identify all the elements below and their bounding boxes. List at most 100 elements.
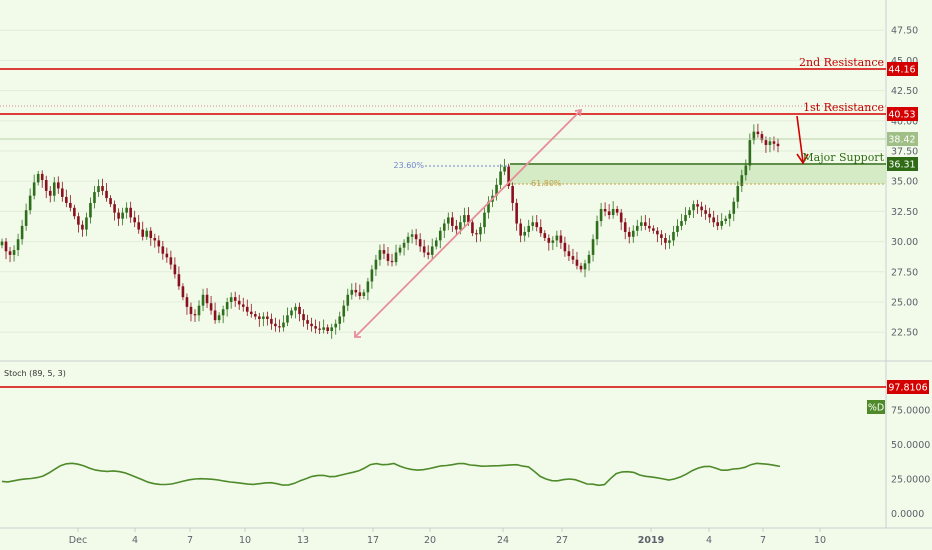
- grid: [0, 29, 886, 333]
- price-tick-label: 37.50: [891, 147, 918, 158]
- candle: [4, 237, 8, 260]
- svg-text:40.53: 40.53: [888, 110, 915, 121]
- candle: [386, 247, 390, 266]
- candle: [752, 124, 756, 145]
- candle: [740, 169, 744, 193]
- down-arrow: [796, 115, 809, 165]
- candle: [394, 244, 398, 266]
- candle: [121, 207, 124, 226]
- candle: [507, 163, 510, 190]
- candle: [253, 311, 257, 320]
- candle: [61, 181, 64, 202]
- candle: [85, 212, 88, 237]
- candle: [688, 207, 691, 219]
- stoch-legend-badge: %D: [867, 400, 885, 414]
- candle: [153, 233, 157, 248]
- candle: [451, 212, 454, 232]
- candle: [326, 324, 329, 335]
- major-support-badge: 36.31: [887, 157, 918, 171]
- candle: [587, 250, 591, 271]
- candle: [575, 251, 579, 270]
- fib-61-label: 61.80%: [531, 179, 562, 188]
- candle: [728, 210, 732, 227]
- candle: [519, 218, 522, 243]
- candle: [676, 219, 679, 237]
- candle: [193, 309, 197, 322]
- candle: [298, 302, 301, 322]
- price-tick-label: 30.00: [891, 237, 918, 248]
- candle: [402, 239, 406, 256]
- candle: [165, 247, 169, 263]
- candle: [531, 215, 535, 231]
- candle: [692, 200, 695, 219]
- candle: [483, 207, 486, 234]
- candle: [736, 181, 740, 209]
- candle: [358, 284, 362, 300]
- time-tick-label: 2019: [638, 535, 664, 546]
- candle: [189, 302, 193, 322]
- candle: [81, 220, 84, 237]
- candle: [89, 197, 92, 224]
- candle: [760, 131, 764, 144]
- candle: [696, 199, 699, 214]
- candle: [535, 215, 539, 232]
- price-tick-label: 47.50: [891, 26, 918, 37]
- candle: [213, 302, 217, 324]
- price-tick-label: 40.00: [891, 116, 918, 127]
- candle: [322, 319, 325, 334]
- second-resistance-badge: 44.16: [887, 62, 918, 76]
- candle: [338, 311, 342, 331]
- time-tick-label: 13: [297, 535, 309, 546]
- indicator-tick-label: 25.0000: [891, 474, 930, 485]
- price-axis: 47.50 45.00 42.50 40.00 37.50 35.00 32.50 30.00…: [891, 26, 918, 339]
- last-price-badge: 38.42: [887, 132, 918, 146]
- candle: [712, 210, 715, 228]
- candle: [684, 207, 687, 225]
- candle: [141, 221, 145, 241]
- price-tick-label: 35.00: [891, 177, 918, 188]
- stoch-level-badge: 97.8106: [887, 380, 929, 394]
- candle: [101, 178, 104, 196]
- candle: [627, 227, 631, 244]
- candle: [599, 202, 603, 227]
- candle: [434, 237, 438, 250]
- candle: [274, 317, 277, 332]
- second-resistance-label: 2nd Resistance: [799, 56, 884, 69]
- candle: [475, 229, 478, 243]
- candle: [708, 207, 711, 223]
- candle: [201, 288, 205, 312]
- candle: [286, 307, 289, 327]
- candle: [471, 219, 474, 237]
- candle: [350, 283, 354, 300]
- candle: [93, 186, 96, 209]
- candle: [438, 227, 442, 249]
- candle: [716, 215, 719, 231]
- candle: [370, 265, 374, 289]
- candle: [157, 235, 161, 254]
- candle: [455, 219, 458, 235]
- candle: [173, 257, 177, 279]
- candle: [290, 307, 293, 319]
- candle: [547, 234, 551, 251]
- indicator-title: Stoch (89, 5, 3): [4, 369, 66, 378]
- candle: [346, 288, 350, 312]
- time-tick-label: 10: [239, 535, 251, 546]
- major-support-label: Major Support: [802, 151, 884, 164]
- candle: [133, 210, 136, 228]
- time-tick-label: 17: [367, 535, 379, 546]
- candle: [145, 227, 149, 240]
- candle: [619, 208, 623, 231]
- candle: [374, 254, 378, 277]
- candle: [563, 236, 567, 257]
- candle: [20, 219, 24, 245]
- trend-arrow: [354, 108, 583, 338]
- candle: [656, 227, 659, 243]
- time-tick-label: 27: [556, 535, 568, 546]
- price-tick-label: 25.00: [891, 298, 918, 309]
- candle: [398, 244, 402, 256]
- candle: [12, 245, 16, 262]
- candle: [56, 176, 60, 194]
- candle: [36, 170, 40, 186]
- candle: [245, 299, 249, 316]
